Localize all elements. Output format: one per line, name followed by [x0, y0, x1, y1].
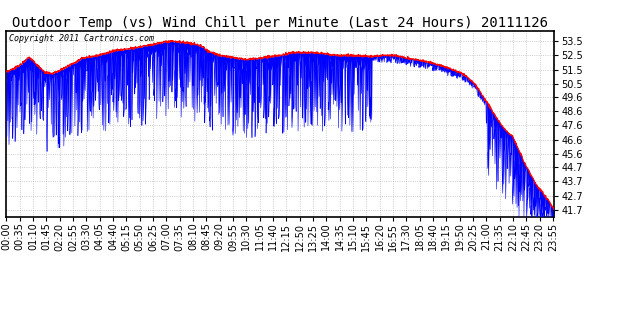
Title: Outdoor Temp (vs) Wind Chill per Minute (Last 24 Hours) 20111126: Outdoor Temp (vs) Wind Chill per Minute …	[13, 16, 548, 30]
Text: Copyright 2011 Cartronics.com: Copyright 2011 Cartronics.com	[9, 34, 154, 43]
